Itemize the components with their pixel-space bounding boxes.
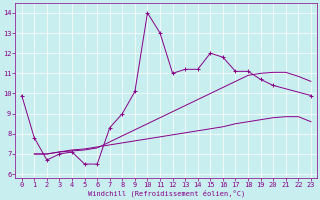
X-axis label: Windchill (Refroidissement éolien,°C): Windchill (Refroidissement éolien,°C) [88,190,245,197]
